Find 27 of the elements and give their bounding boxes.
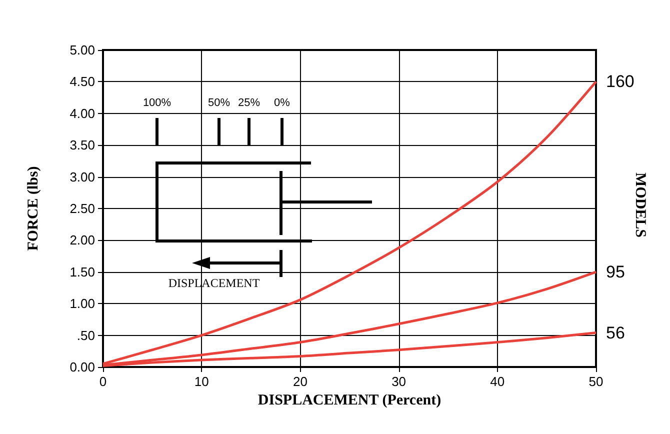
series-label: 160 xyxy=(606,72,634,92)
series-label: 56 xyxy=(606,323,625,342)
x-tick-label: 10 xyxy=(194,374,209,389)
y-tick-label: 4.00 xyxy=(70,106,95,121)
y-tick-label: 3.00 xyxy=(70,169,95,184)
text: MODELS xyxy=(632,172,648,238)
x-tick-label: 0 xyxy=(99,374,107,389)
y-tick-label: 0.00 xyxy=(70,360,95,374)
x-axis-title: DISPLACEMENT (Percent) xyxy=(258,392,442,408)
y-tick-label: 2.00 xyxy=(70,232,95,248)
y-tick-label: 3.50 xyxy=(70,138,95,153)
y-axis-title: FORCE (lbs) xyxy=(26,166,42,251)
x-tick-label: 50 xyxy=(588,374,604,389)
x-tick-label: 20 xyxy=(292,374,308,389)
y-tick-label: .50 xyxy=(76,328,95,343)
y-tick-label: 1.00 xyxy=(70,296,95,312)
y-tick-label: 5.00 xyxy=(70,42,95,58)
y-tick-label: 2.50 xyxy=(70,201,95,216)
series-label: 95 xyxy=(606,262,625,282)
x-tick-label: 40 xyxy=(490,374,505,389)
y-tick-label: 1.50 xyxy=(70,264,95,280)
y-tick-label: 4.50 xyxy=(70,74,95,90)
annotation: 50% xyxy=(208,97,230,109)
x-tick-label: 30 xyxy=(392,374,406,389)
annotation: 25% xyxy=(238,97,260,109)
annotation: 0% xyxy=(274,97,290,109)
annotation: 100% xyxy=(142,97,172,109)
